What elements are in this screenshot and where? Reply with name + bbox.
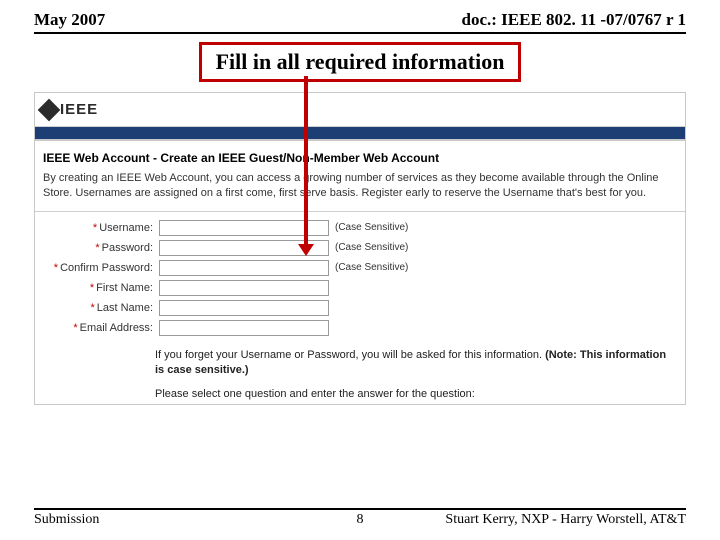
callout-box: Fill in all required information bbox=[199, 42, 522, 82]
callout-arrow bbox=[304, 76, 308, 246]
ieee-logo: IEEE bbox=[41, 98, 113, 122]
header-doc: doc.: IEEE 802. 11 -07/0767 r 1 bbox=[462, 10, 686, 30]
embedded-screenshot: IEEE IEEE Web Account - Create an IEEE G… bbox=[34, 92, 686, 405]
hint-password: (Case Sensitive) bbox=[335, 242, 677, 253]
ieee-blue-strip bbox=[35, 127, 685, 139]
callout-wrap: Fill in all required information bbox=[0, 34, 720, 88]
section-blurb: By creating an IEEE Web Account, you can… bbox=[35, 169, 685, 207]
label-first-name: *First Name: bbox=[43, 282, 153, 294]
hr bbox=[35, 211, 685, 212]
input-last-name[interactable] bbox=[159, 300, 329, 316]
label-confirm-password: *Confirm Password: bbox=[43, 262, 153, 274]
slide-header: May 2007 doc.: IEEE 802. 11 -07/0767 r 1 bbox=[34, 0, 686, 34]
label-password: *Password: bbox=[43, 242, 153, 254]
label-last-name: *Last Name: bbox=[43, 302, 153, 314]
section-title: IEEE Web Account - Create an IEEE Guest/… bbox=[35, 141, 685, 169]
note-question: Please select one question and enter the… bbox=[35, 379, 685, 404]
ieee-logo-text: IEEE bbox=[60, 101, 98, 118]
footer-page: 8 bbox=[34, 512, 686, 528]
note-forgot: If you forget your Username or Password,… bbox=[35, 340, 685, 380]
input-confirm-password[interactable] bbox=[159, 260, 329, 276]
ieee-diamond-icon bbox=[38, 98, 61, 121]
label-username: *Username: bbox=[43, 222, 153, 234]
hint-username: (Case Sensitive) bbox=[335, 222, 677, 233]
label-email: *Email Address: bbox=[43, 322, 153, 334]
form-area: *Username: (Case Sensitive) *Password: (… bbox=[35, 214, 685, 340]
ieee-topbar: IEEE bbox=[35, 93, 685, 127]
input-email[interactable] bbox=[159, 320, 329, 336]
input-first-name[interactable] bbox=[159, 280, 329, 296]
slide-footer: Submission 8 Stuart Kerry, NXP - Harry W… bbox=[34, 508, 686, 528]
header-date: May 2007 bbox=[34, 10, 105, 30]
hint-confirm-password: (Case Sensitive) bbox=[335, 262, 677, 273]
